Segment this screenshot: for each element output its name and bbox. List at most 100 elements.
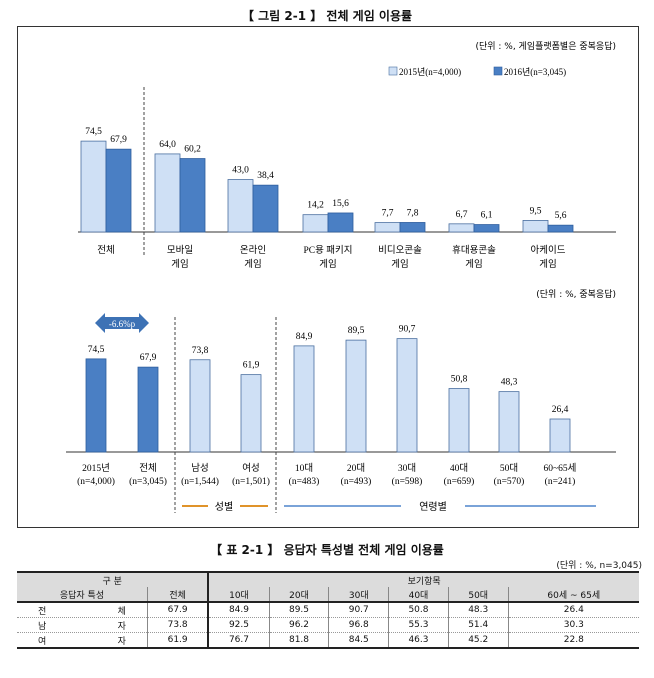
- table-cell: 92.5: [207, 617, 270, 633]
- table-cell: 55.3: [388, 617, 449, 633]
- table-cell: 96.8: [328, 617, 389, 633]
- chart2-value-label: 90,7: [399, 325, 416, 335]
- chart1-value-label: 6,7: [456, 210, 468, 220]
- header-options: 보기항목: [207, 571, 639, 587]
- chart2-category-label: 전체: [139, 463, 156, 474]
- chart2-bar: [345, 339, 367, 453]
- chart1-value-label: 67,9: [110, 135, 127, 145]
- chart2-category-label: (n=483): [289, 476, 320, 487]
- chart1-bar: [547, 224, 574, 233]
- table-row: 전 체 67.9 84.9 89.5 90.7 50.8 48.3 26.4: [17, 602, 639, 618]
- group-label-age: 연령별: [419, 501, 447, 513]
- table-unit-note: (단위 : %, n=3,045): [556, 561, 642, 571]
- chart1-category-label: 전체: [97, 245, 114, 256]
- table-header-row-2: 응답자 특성 전체 10대 20대 30대 40대 50대 60세 ~ 65세: [17, 587, 639, 603]
- chart2-value-label: 74,5: [88, 345, 105, 355]
- legend-label-2016: 2016년(n=3,045): [504, 67, 566, 77]
- chart2-category-label: 50대: [500, 463, 518, 474]
- table-row: 여 자 61.9 76.7 81.8 84.5 46.3 45.2 22.8: [17, 632, 639, 649]
- chart1-category-label: 게임: [391, 258, 408, 270]
- chart-svg: (단위 : %, 게임플랫폼별은 중복응답) 2015년(n=4,000) 2016…: [66, 40, 616, 513]
- header-col-7: 60세 ~ 65세: [507, 587, 639, 603]
- table-cell: 90.7: [328, 602, 389, 618]
- annotation-label: -6.6%p: [109, 319, 136, 329]
- header-col-0: 응답자 특성: [17, 587, 148, 603]
- chart1-value-label: 14,2: [307, 201, 324, 211]
- chart2-category-label: (n=493): [341, 476, 372, 487]
- table-cell: 45.2: [447, 632, 509, 649]
- chart1-category-label: 비디오콘솔: [378, 245, 422, 256]
- table-row: 남 자 73.8 92.5 96.2 96.8 55.3 51.4 30.3: [17, 617, 639, 633]
- chart2-category-label: (n=659): [444, 476, 475, 487]
- table-cell: 84.5: [328, 632, 389, 649]
- table-cell: 50.8: [388, 602, 449, 618]
- header-col-5: 40대: [388, 587, 449, 603]
- chart1-bar: [473, 224, 500, 233]
- table-cell: 61.9: [146, 632, 209, 649]
- figure-caption: 【 그림 2-1 】 전체 게임 이용률: [241, 9, 413, 23]
- chart1-bar: [105, 148, 132, 233]
- table-header-row-1: 구 분 보기항목: [17, 571, 639, 587]
- chart2-value-label: 50,8: [451, 375, 468, 385]
- chart2-category-label: 남성: [191, 463, 208, 474]
- chart1-value-label: 64,0: [159, 140, 176, 150]
- chart2-bar: [240, 374, 262, 453]
- chart1-value-label: 7,8: [407, 208, 419, 218]
- table-cell: 30.3: [507, 617, 639, 633]
- chart2-value-label: 61,9: [243, 361, 260, 371]
- header-col-6: 50대: [447, 587, 509, 603]
- chart2-value-label: 67,9: [140, 353, 157, 363]
- chart2-category-label: 40대: [450, 463, 468, 474]
- chart1-bar: [374, 222, 401, 233]
- chart-frame: (단위 : %, 게임플랫폼별은 중복응답) 2015년(n=4,000) 2016…: [17, 26, 639, 528]
- chart2-bar: [396, 338, 418, 453]
- table-cell: 51.4: [447, 617, 509, 633]
- table-cell: 89.5: [268, 602, 329, 618]
- header-col-2: 10대: [207, 587, 270, 603]
- chart1-category-label: 게임: [244, 258, 261, 270]
- chart1-category-label: 게임: [319, 258, 336, 270]
- header-col-3: 20대: [268, 587, 329, 603]
- chart1-category-label: 게임: [539, 258, 556, 270]
- chart2-bar: [498, 391, 520, 453]
- table-cell: 26.4: [507, 602, 639, 618]
- table-cell: 76.7: [207, 632, 270, 649]
- chart1-bar: [302, 214, 329, 233]
- chart2-bar: [549, 418, 571, 453]
- chart1-value-label: 60,2: [184, 145, 201, 155]
- chart1-value-label: 74,5: [85, 127, 102, 137]
- chart1-bar: [252, 184, 279, 233]
- chart1-value-label: 15,6: [332, 199, 349, 209]
- chart2-category-label: 2015년: [82, 463, 110, 474]
- table-cell: 48.3: [447, 602, 509, 618]
- chart1-value-label: 6,1: [481, 211, 493, 221]
- legend-swatch-2016: [493, 66, 503, 76]
- chart1-bar: [227, 179, 254, 233]
- chart1-value-label: 38,4: [257, 171, 274, 181]
- chart1-category-label: 아케이드: [531, 245, 566, 256]
- chart1-category-label: 모바일: [167, 245, 193, 256]
- table-caption: 【 표 2-1 】 응답자 특성별 전체 게임 이용률: [210, 543, 444, 557]
- chart1-category-label: 온라인: [240, 245, 266, 256]
- usage-table: 구 분 보기항목 응답자 특성 전체 10대 20대 30대 40대 50대 60세 ~ 65…: [17, 571, 639, 649]
- legend-label-2015: 2015년(n=4,000): [399, 67, 461, 77]
- chart2-category-label: (n=1,544): [181, 476, 219, 487]
- table-cell: 46.3: [388, 632, 449, 649]
- chart1-value-label: 5,6: [555, 211, 567, 221]
- chart2-bar: [293, 345, 315, 453]
- header-category: 구 분: [17, 571, 209, 587]
- chart2-value-label: 84,9: [296, 332, 313, 342]
- chart1-unit-note: (단위 : %, 게임플랫폼별은 중복응답): [475, 40, 616, 52]
- chart2-bar: [85, 358, 107, 453]
- chart1-bar: [154, 153, 181, 233]
- chart2-value-label: 26,4: [552, 405, 569, 415]
- chart1-value-label: 9,5: [530, 206, 542, 216]
- chart2-category-label: 60~65세: [544, 463, 577, 474]
- table-cell: 73.8: [146, 617, 209, 633]
- chart1-bar: [399, 222, 426, 233]
- chart2-unit-note: (단위 : %, 중복응답): [536, 288, 616, 300]
- chart2-category-label: (n=570): [494, 476, 525, 487]
- table-cell: 22.8: [507, 632, 639, 649]
